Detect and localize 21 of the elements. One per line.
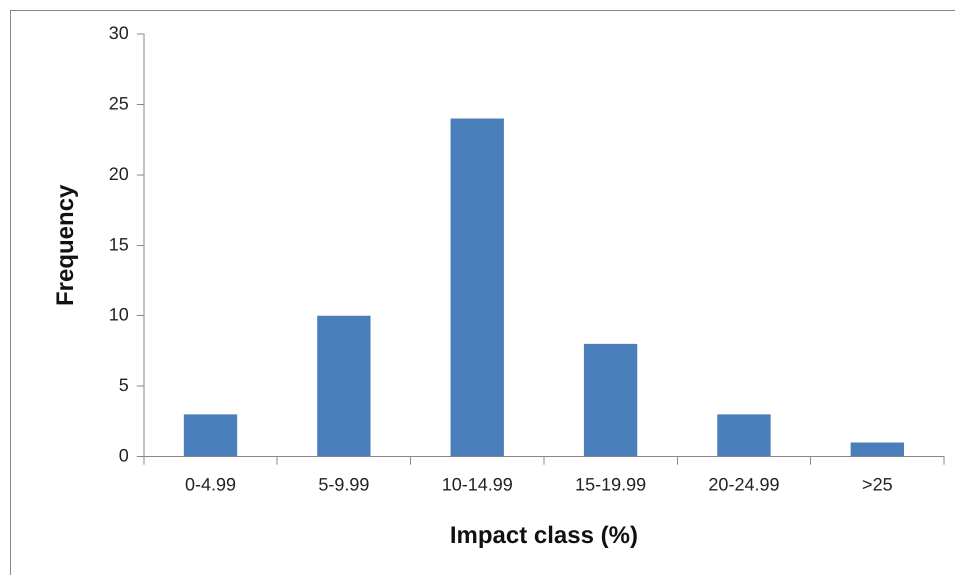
x-tick-label: 5-9.99 (318, 474, 370, 494)
y-tick-label: 25 (108, 93, 129, 114)
bar (184, 414, 238, 456)
y-tick-label: 0 (118, 446, 129, 466)
y-tick-label: 30 (108, 22, 129, 43)
y-tick-label: 10 (108, 304, 129, 325)
bar (450, 118, 504, 456)
bar (717, 414, 771, 456)
y-tick-label: 20 (108, 164, 129, 184)
y-tick-label: 5 (118, 375, 129, 396)
x-axis-title: Impact class (%) (450, 522, 638, 550)
bar (317, 316, 371, 456)
bar (584, 344, 638, 456)
x-tick-label: 10-14.99 (442, 474, 513, 494)
y-tick-label: 15 (108, 234, 129, 254)
x-tick-label: 20-24.99 (708, 474, 780, 494)
y-axis-title: Frequency (52, 184, 80, 306)
x-tick-label: >25 (862, 474, 893, 494)
bar (850, 442, 904, 456)
x-tick-label: 15-19.99 (575, 474, 646, 494)
x-tick-label: 0-4.99 (184, 474, 236, 494)
